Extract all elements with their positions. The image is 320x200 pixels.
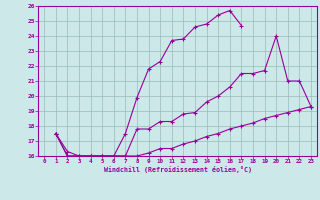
X-axis label: Windchill (Refroidissement éolien,°C): Windchill (Refroidissement éolien,°C) bbox=[104, 166, 252, 173]
